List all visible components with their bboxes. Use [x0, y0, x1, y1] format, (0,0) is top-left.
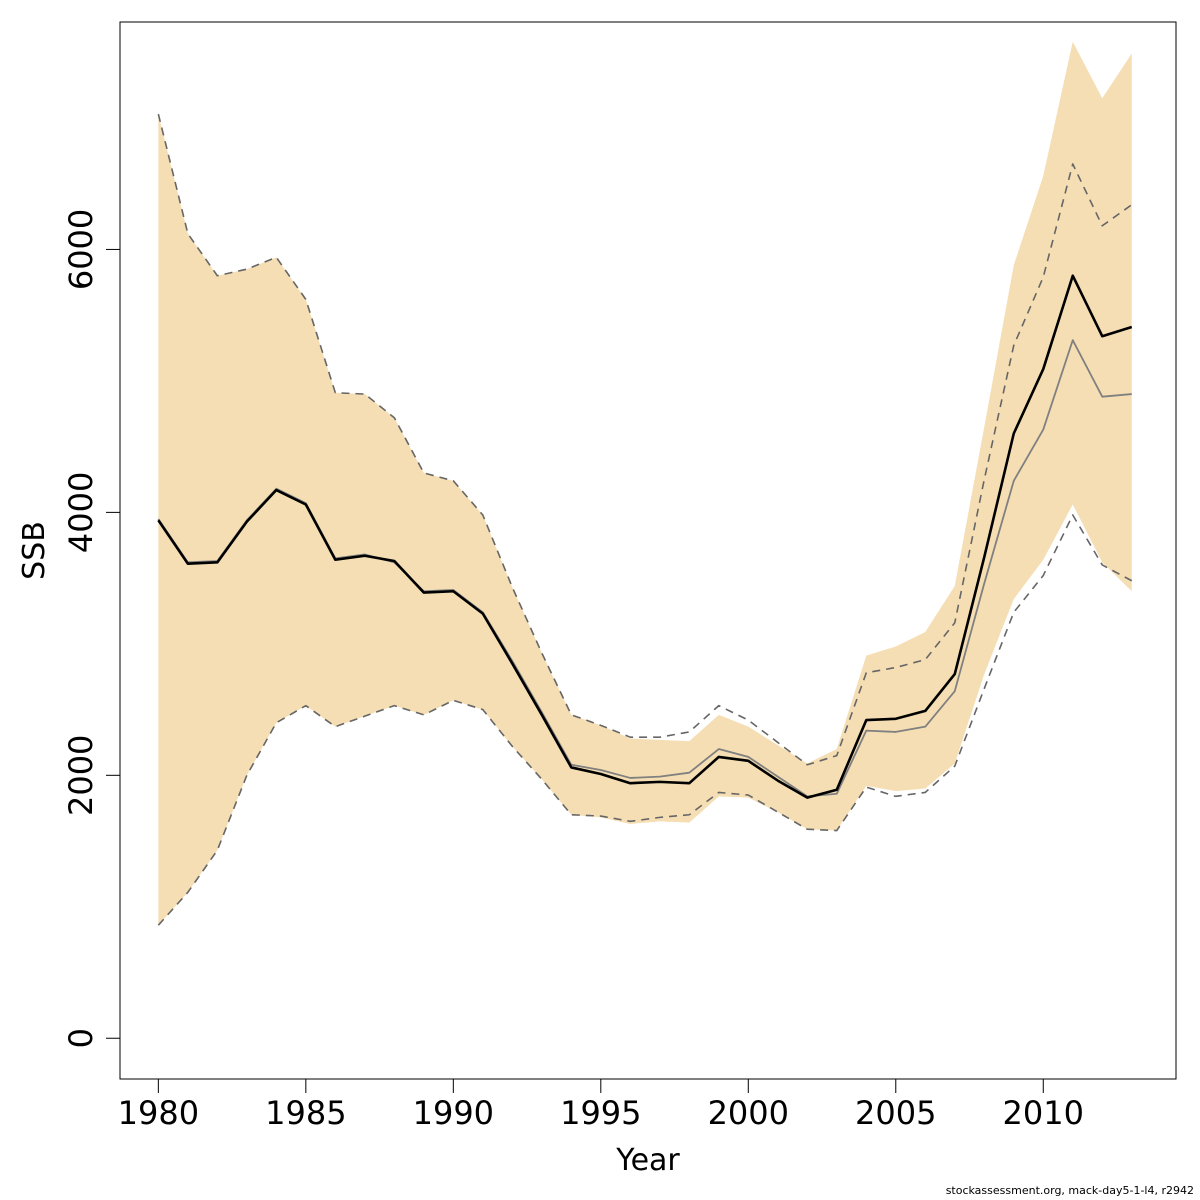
confidence-band — [158, 41, 1132, 926]
x-tick-label: 1995 — [560, 1094, 641, 1132]
credit-text: stockassessment.org, mack-day5-1-l4, r29… — [945, 1184, 1194, 1197]
x-tick-label: 1990 — [413, 1094, 494, 1132]
x-tick-label: 1985 — [265, 1094, 346, 1132]
y-tick-label: 6000 — [62, 209, 100, 290]
series-line-layer — [157, 113, 1133, 926]
x-tick-label: 2000 — [708, 1094, 789, 1132]
x-axis: 1980 1985 1990 1995 2000 2005 2010 — [118, 1078, 1084, 1132]
series-line-upper-bound — [157, 113, 1133, 766]
y-tick-label: 0 — [62, 1028, 100, 1048]
x-tick-label: 1980 — [118, 1094, 199, 1132]
y-axis: 0 2000 4000 6000 — [62, 209, 121, 1048]
y-tick-label: 4000 — [62, 472, 100, 553]
series-line-main — [157, 274, 1133, 799]
confidence-band-layer — [158, 41, 1132, 926]
x-tick-label: 2005 — [855, 1094, 936, 1132]
series-line-lower-bound — [157, 514, 1133, 926]
y-axis-title: SSB — [17, 521, 52, 580]
y-tick-label: 2000 — [62, 735, 100, 816]
x-tick-label: 2010 — [1003, 1094, 1084, 1132]
x-axis-title: Year — [615, 1143, 680, 1178]
